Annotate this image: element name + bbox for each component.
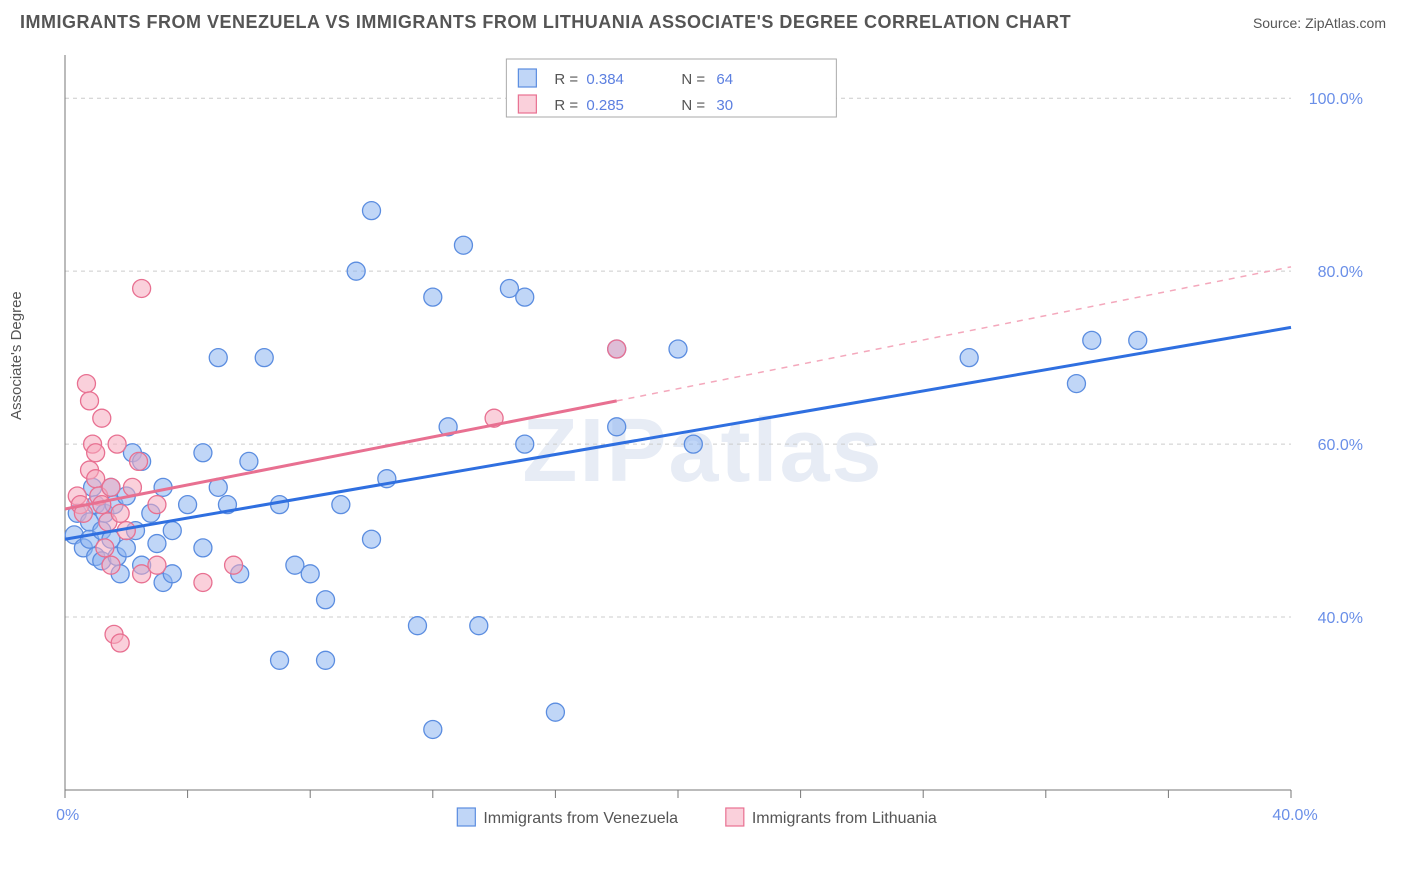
- data-point-venezuela: [148, 535, 166, 553]
- data-point-lithuania: [608, 340, 626, 358]
- stats-swatch-pink-icon: [518, 95, 536, 113]
- data-point-venezuela: [546, 703, 564, 721]
- data-point-venezuela: [1083, 331, 1101, 349]
- data-point-lithuania: [87, 444, 105, 462]
- data-point-venezuela: [317, 591, 335, 609]
- stats-n-value: 30: [716, 97, 733, 114]
- data-point-venezuela: [255, 349, 273, 367]
- data-point-venezuela: [301, 565, 319, 583]
- trend-line-lithuania-extrap: [617, 267, 1291, 401]
- stats-r-value: 0.384: [586, 71, 624, 88]
- data-point-venezuela: [347, 262, 365, 280]
- data-point-venezuela: [454, 236, 472, 254]
- data-point-lithuania: [148, 496, 166, 514]
- y-tick-label: 80.0%: [1318, 264, 1363, 281]
- data-point-venezuela: [363, 530, 381, 548]
- y-tick-label: 40.0%: [1318, 610, 1363, 627]
- data-point-venezuela: [163, 522, 181, 540]
- data-point-lithuania: [133, 279, 151, 297]
- data-point-venezuela: [363, 202, 381, 220]
- x-tick-label: 40.0%: [1272, 807, 1317, 824]
- data-point-venezuela: [424, 288, 442, 306]
- data-point-lithuania: [148, 556, 166, 574]
- data-point-venezuela: [516, 435, 534, 453]
- stats-r-label: R =: [554, 71, 578, 88]
- data-point-venezuela: [424, 720, 442, 738]
- stats-r-value: 0.285: [586, 97, 624, 114]
- data-point-lithuania: [194, 573, 212, 591]
- stats-n-label: N =: [681, 71, 705, 88]
- data-point-venezuela: [194, 539, 212, 557]
- data-point-lithuania: [96, 539, 114, 557]
- data-point-venezuela: [117, 539, 135, 557]
- x-tick-label: 0.0%: [55, 807, 79, 824]
- data-point-venezuela: [669, 340, 687, 358]
- y-axis-label: Associate's Degree: [8, 291, 25, 420]
- data-point-venezuela: [209, 349, 227, 367]
- data-point-venezuela: [271, 651, 289, 669]
- data-point-lithuania: [111, 634, 129, 652]
- data-point-venezuela: [470, 617, 488, 635]
- data-point-lithuania: [102, 556, 120, 574]
- data-point-venezuela: [194, 444, 212, 462]
- data-point-lithuania: [130, 452, 148, 470]
- chart-title: IMMIGRANTS FROM VENEZUELA VS IMMIGRANTS …: [20, 12, 1071, 33]
- data-point-venezuela: [1067, 375, 1085, 393]
- data-point-venezuela: [179, 496, 197, 514]
- stats-swatch-blue-icon: [518, 69, 536, 87]
- data-point-venezuela: [317, 651, 335, 669]
- stats-r-label: R =: [554, 97, 578, 114]
- data-point-venezuela: [408, 617, 426, 635]
- y-tick-label: 60.0%: [1318, 437, 1363, 454]
- legend-swatch-blue-icon: [457, 808, 475, 826]
- legend-label: Immigrants from Venezuela: [483, 810, 678, 827]
- source-label: Source: ZipAtlas.com: [1253, 15, 1386, 31]
- scatter-plot: 40.0% 60.0% 80.0% 100.0% 0.0% 40.0% R = 0.384 N …: [55, 45, 1381, 835]
- data-point-lithuania: [225, 556, 243, 574]
- data-point-venezuela: [608, 418, 626, 436]
- data-point-lithuania: [108, 435, 126, 453]
- data-point-lithuania: [93, 496, 111, 514]
- data-point-venezuela: [684, 435, 702, 453]
- data-point-lithuania: [81, 392, 99, 410]
- data-point-venezuela: [1129, 331, 1147, 349]
- legend-swatch-pink-icon: [726, 808, 744, 826]
- data-point-lithuania: [102, 478, 120, 496]
- data-point-venezuela: [516, 288, 534, 306]
- data-point-lithuania: [93, 409, 111, 427]
- title-bar: IMMIGRANTS FROM VENEZUELA VS IMMIGRANTS …: [20, 12, 1386, 33]
- y-tick-label: 100.0%: [1309, 91, 1363, 108]
- data-point-lithuania: [77, 375, 95, 393]
- data-point-venezuela: [240, 452, 258, 470]
- data-point-venezuela: [332, 496, 350, 514]
- trend-line-venezuela: [65, 327, 1291, 539]
- stats-n-value: 64: [716, 71, 733, 88]
- legend-label: Immigrants from Lithuania: [752, 810, 937, 827]
- stats-n-label: N =: [681, 97, 705, 114]
- data-point-venezuela: [960, 349, 978, 367]
- data-point-lithuania: [111, 504, 129, 522]
